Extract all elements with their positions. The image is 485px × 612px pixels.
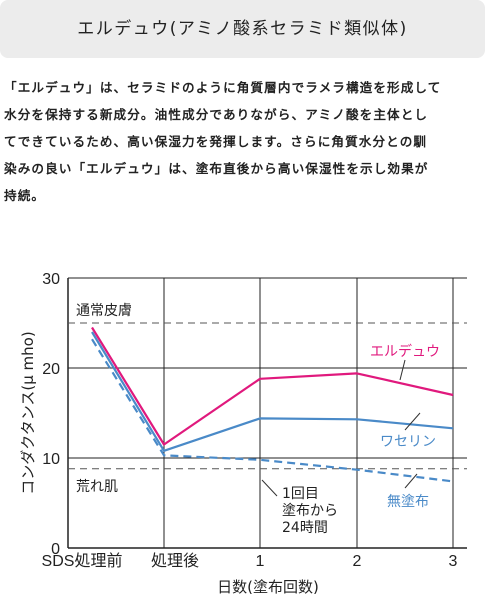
y-tick-label: 0 <box>51 541 60 558</box>
x-tick-label: 2 <box>353 553 362 570</box>
annotation-text: 24時間 <box>282 520 328 536</box>
series-line <box>91 326 454 446</box>
description-line: 染みの良い「エルデュウ」は、塗布直後から高い保湿性を示し効果が <box>4 161 429 176</box>
x-tick-label: 処理後 <box>151 552 199 570</box>
annotation-text: 1回目 <box>282 486 319 502</box>
x-axis-title: 日数(塗布回数) <box>217 578 319 596</box>
description-line: 水分を保持する新成分。油性成分でありながら、アミノ酸を主体とし <box>4 107 429 122</box>
reference-line-label: 荒れ肌 <box>76 479 118 495</box>
y-axis-title: コンダクタンス(μ mho) <box>19 331 37 494</box>
annotation-leader-line <box>261 479 278 497</box>
x-tick-label: 1 <box>256 553 265 570</box>
reference-lines <box>68 322 467 470</box>
x-tick-label: SDS処理前 <box>42 552 123 570</box>
description-text: 「エルデュウ」は、セラミドのように角質層内でラメラ構造を形成して 水分を保持する… <box>4 74 482 209</box>
series-label: 無塗布 <box>387 493 429 510</box>
page-title: エルデュウ(アミノ酸系セラミド類似体) <box>77 19 408 39</box>
reference-line-label: 通常皮膚 <box>76 303 132 319</box>
description-line: 「エルデュウ」は、セラミドのように角質層内でラメラ構造を形成して <box>4 80 442 95</box>
annotation-text: 塗布から <box>282 502 338 519</box>
y-tick-label: 20 <box>42 361 60 378</box>
y-tick-label: 30 <box>42 271 60 288</box>
series-line <box>91 331 454 452</box>
y-tick-label: 10 <box>42 451 60 468</box>
x-tick-label: 3 <box>449 553 458 570</box>
series-label: エルデュウ <box>370 343 440 360</box>
series-line <box>91 338 454 483</box>
leader-line <box>404 473 418 489</box>
description-line: てできているため、高い保湿力を発揮します。さらに角質水分との馴 <box>4 134 428 149</box>
series-lines <box>91 326 454 483</box>
leader-line <box>399 359 406 381</box>
leader-line <box>404 412 421 431</box>
title-banner: エルデュウ(アミノ酸系セラミド類似体) <box>0 0 485 58</box>
chart-labels: 0 10 20 30 SDS処理前 処理後 1 2 3 日数(塗布回数) コンダクタンス(μ mho… <box>19 271 458 596</box>
series-label: ワセリン <box>380 434 436 450</box>
description-line: 持続。 <box>4 188 46 203</box>
